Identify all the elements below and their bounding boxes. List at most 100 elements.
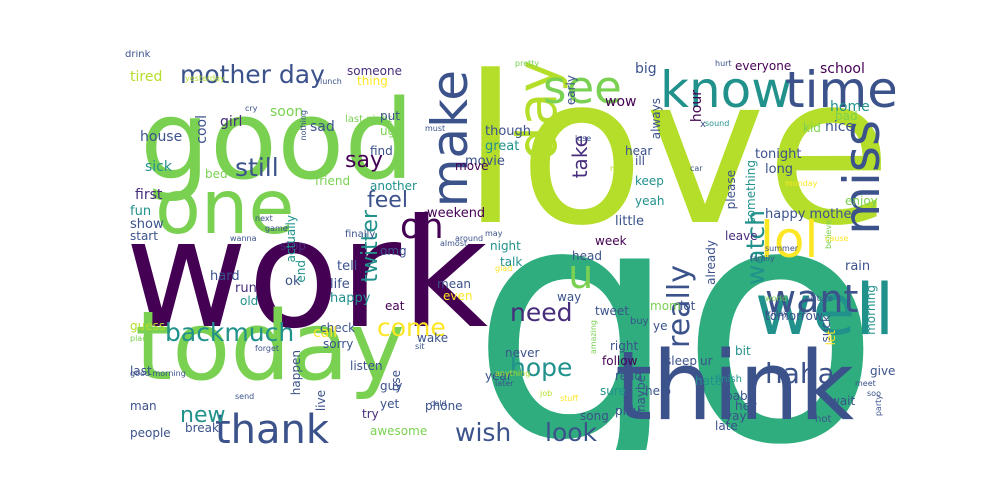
word-yet: yet — [380, 397, 400, 411]
word-oh: oh — [400, 207, 444, 247]
word-meet: meet — [855, 379, 876, 388]
word-last-night: last night — [345, 114, 392, 125]
word-ur: ur — [700, 354, 713, 368]
word-place: place — [130, 334, 152, 343]
word-sit: sit — [415, 342, 425, 351]
word-guy: guy — [380, 379, 403, 393]
word-lunch: lunch — [320, 77, 342, 86]
word-monday: monday — [785, 179, 818, 188]
word-sorry: sorry — [323, 337, 354, 351]
word-sleep: sleep — [665, 354, 697, 368]
word-sad: sad — [310, 119, 335, 135]
word-sure: sure — [600, 384, 626, 398]
word-bad: bad — [835, 109, 858, 123]
word-sick: sick — [145, 159, 172, 175]
word-leave: leave — [725, 229, 758, 243]
word-year: year — [485, 369, 512, 383]
word-wait: wait — [830, 394, 856, 408]
word-lol: lol — [760, 211, 819, 269]
word-show: show — [130, 217, 164, 232]
word-thing: thing — [357, 74, 388, 88]
word-feel: feel — [367, 188, 408, 213]
word-hear: hear — [625, 144, 653, 158]
word-find: find — [370, 144, 393, 158]
word-wish: wish — [455, 418, 512, 447]
word-listen: listen — [350, 359, 383, 373]
word-friend: friend — [315, 174, 351, 188]
word-start: start — [130, 229, 158, 243]
word-new: new — [180, 403, 226, 428]
word-rain: rain — [845, 259, 871, 274]
word-say: say — [345, 148, 383, 173]
word-soo: soo — [867, 389, 881, 398]
word-hate: hate — [695, 374, 723, 388]
word-hurt: hurt — [715, 59, 732, 68]
word-thank: thank — [215, 407, 330, 450]
word-phone: phone — [425, 399, 463, 413]
word-talk: talk — [500, 255, 523, 269]
word-may: may — [485, 229, 503, 238]
word-job: job — [540, 389, 553, 398]
word-work: work — [125, 188, 488, 362]
word-first: first — [135, 187, 163, 203]
word-car: car — [690, 164, 703, 173]
word-live: live — [314, 390, 328, 412]
word-summer: summer — [765, 244, 799, 253]
word-twitter: twitter — [358, 210, 383, 283]
word-tweet: tweet — [595, 304, 629, 318]
word-last: last — [130, 364, 152, 378]
word-always: always — [649, 98, 663, 140]
word-one: one — [155, 163, 295, 251]
word-ill: ill — [635, 154, 646, 168]
word-fun: fun — [130, 204, 152, 219]
word-hot: hot — [815, 414, 832, 425]
word-buy: buy — [630, 316, 649, 327]
word-break: break — [185, 421, 219, 435]
word-go: go — [470, 133, 882, 450]
word-ye: ye — [653, 319, 668, 333]
word-way: way — [557, 290, 582, 304]
word-song: song — [580, 409, 609, 423]
word-man: man — [130, 399, 157, 413]
word-little: little — [615, 214, 645, 229]
word-drink: drink — [125, 50, 151, 60]
word-mom: mom — [650, 299, 681, 313]
word-baby: baby — [725, 389, 755, 403]
word-around: around — [455, 234, 484, 243]
word-time: time — [785, 61, 895, 119]
word-bed: bed — [205, 167, 228, 181]
word-hour: hour — [689, 90, 705, 123]
word-another: another — [370, 179, 417, 193]
word-glad: glad — [495, 264, 513, 273]
word-happy: happy — [330, 291, 371, 306]
word-night: night — [490, 239, 521, 253]
word-soon: soon — [270, 104, 304, 120]
word-picture: picture — [805, 294, 833, 303]
word-early: early — [564, 75, 578, 106]
word-life: life — [330, 277, 350, 292]
word-hey: hey — [735, 399, 758, 413]
word-look: look — [545, 418, 598, 447]
word-actually: actually — [284, 215, 298, 263]
word-week: week — [595, 234, 627, 248]
word-cloud: go love work good today think one day know time we… — [125, 50, 895, 450]
word-try: try — [362, 407, 379, 421]
word-cause: cause — [825, 234, 849, 243]
word-movie: movie — [465, 154, 505, 169]
word-school: school — [820, 61, 865, 77]
word-party: party — [874, 395, 883, 417]
word-give: give — [870, 364, 895, 378]
word-must: must — [425, 124, 446, 133]
word-well: well — [755, 269, 895, 351]
word-forget: forget — [255, 344, 279, 353]
word-friday: friday — [765, 309, 789, 318]
word-game: game — [265, 224, 288, 233]
word-help: help — [645, 384, 671, 398]
word-use: use — [389, 370, 403, 392]
word-enjoy: enjoy — [845, 194, 878, 208]
word-wanna: wanna — [230, 234, 257, 243]
word-keep: keep — [635, 174, 664, 188]
word-tired: tired — [130, 69, 163, 85]
word-tomorrow: tomorrow — [765, 309, 823, 323]
word-love: love — [462, 50, 892, 271]
